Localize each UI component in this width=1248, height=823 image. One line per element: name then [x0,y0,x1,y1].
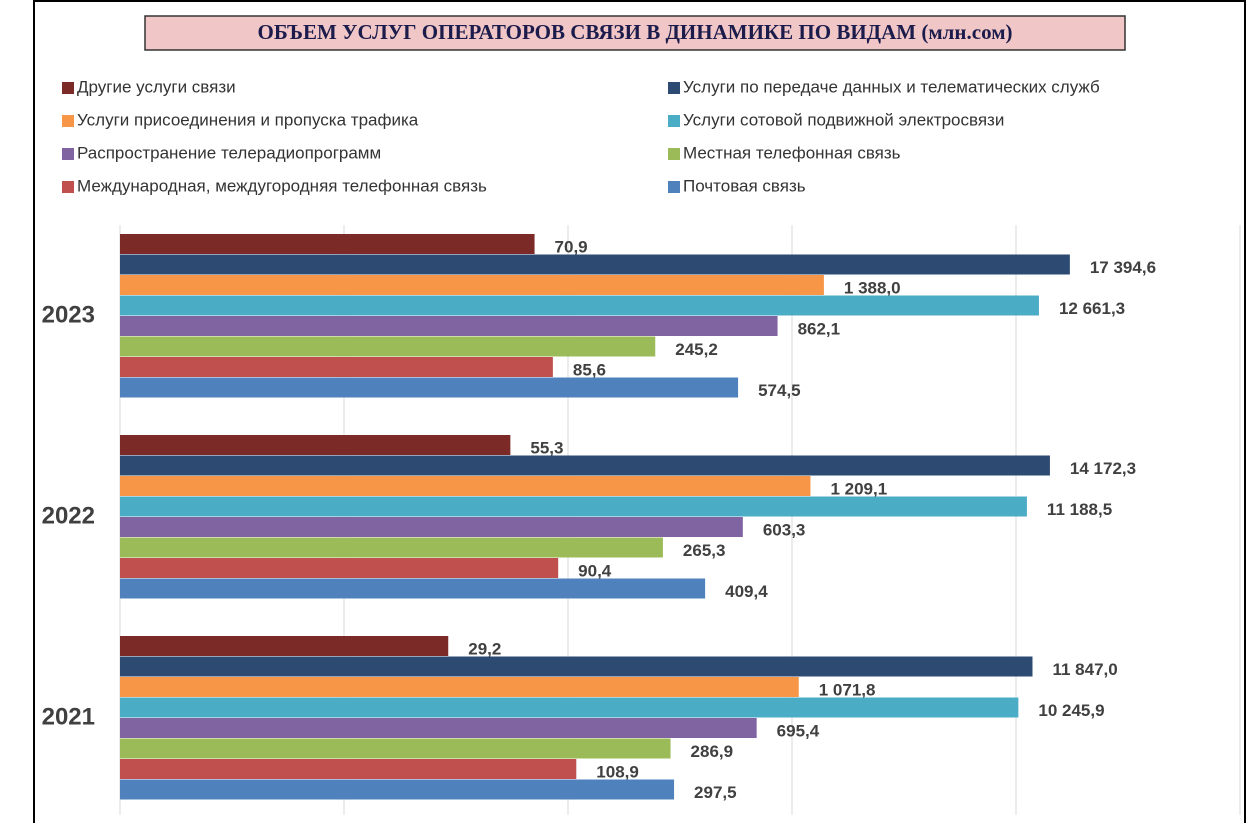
legend-swatch [62,148,74,160]
value-label: 90,4 [578,562,612,581]
value-label: 108,9 [596,763,639,782]
bar [120,496,1027,517]
legend-swatch [668,148,680,160]
bar [120,558,559,578]
bar [120,234,535,254]
chart-title: ОБЪЕМ УСЛУГ ОПЕРАТОРОВ СВЯЗИ В ДИНАМИКЕ … [257,20,1012,44]
value-label: 862,1 [798,320,841,339]
bar [120,677,799,697]
legend-swatch [668,82,680,94]
value-label: 70,9 [555,238,588,257]
legend-label: Услуги сотовой подвижной электросвязи [683,110,1004,129]
legend-swatch [668,115,680,127]
bar [120,578,706,599]
value-label: 603,3 [763,521,806,540]
bar [120,476,811,496]
value-label: 17 394,6 [1090,258,1156,277]
value-label: 29,2 [468,640,501,659]
bar [120,779,675,800]
value-label: 10 245,9 [1038,701,1104,720]
value-label: 297,5 [694,783,737,802]
legend-swatch [62,181,74,193]
legend-label: Почтовая связь [683,176,806,195]
bar [120,377,739,398]
value-label: 14 172,3 [1070,459,1136,478]
legend-swatch [62,115,74,127]
value-label: 11 188,5 [1047,500,1112,519]
bar [120,697,1019,718]
bar [120,718,757,738]
bar [120,738,671,759]
value-label: 85,6 [573,361,606,380]
bar [120,636,449,656]
value-label: 1 209,1 [830,480,887,499]
value-label: 11 847,0 [1052,660,1117,679]
bar [120,435,511,455]
legend-label: Международная, междугородняя телефонная … [77,176,487,195]
bar [120,656,1033,677]
value-label: 12 661,3 [1059,299,1125,318]
value-label: 409,4 [725,582,768,601]
y-tick-label: 2022 [42,502,95,529]
legend-label: Другие услуги связи [77,77,236,96]
value-label: 55,3 [530,439,563,458]
frame [33,0,1246,823]
legend-label: Местная телефонная связь [683,143,901,162]
value-label: 245,2 [675,340,718,359]
y-tick-label: 2023 [42,301,95,328]
bar [120,275,824,295]
bar [120,254,1070,275]
legend-label: Услуги по передаче данных и телематическ… [683,77,1100,96]
value-label: 695,4 [777,722,820,741]
title-box [144,15,1126,51]
legend-swatch [668,181,680,193]
legend-label: Распространение телерадиопрограмм [77,143,381,162]
legend-label: Услуги присоединения и пропуска трафика [77,110,419,129]
y-tick-label: 2021 [42,703,95,730]
legend-swatch [62,82,74,94]
bar [120,336,656,357]
bar [120,517,743,537]
bar [120,316,778,336]
value-label: 1 388,0 [844,279,901,298]
value-label: 574,5 [758,381,801,400]
value-label: 265,3 [683,541,726,560]
value-label: 286,9 [691,742,734,761]
value-label: 1 071,8 [819,681,876,700]
bar [120,295,1039,316]
bar [120,537,663,558]
bar [120,455,1050,476]
bar [120,357,553,377]
bar [120,759,577,779]
